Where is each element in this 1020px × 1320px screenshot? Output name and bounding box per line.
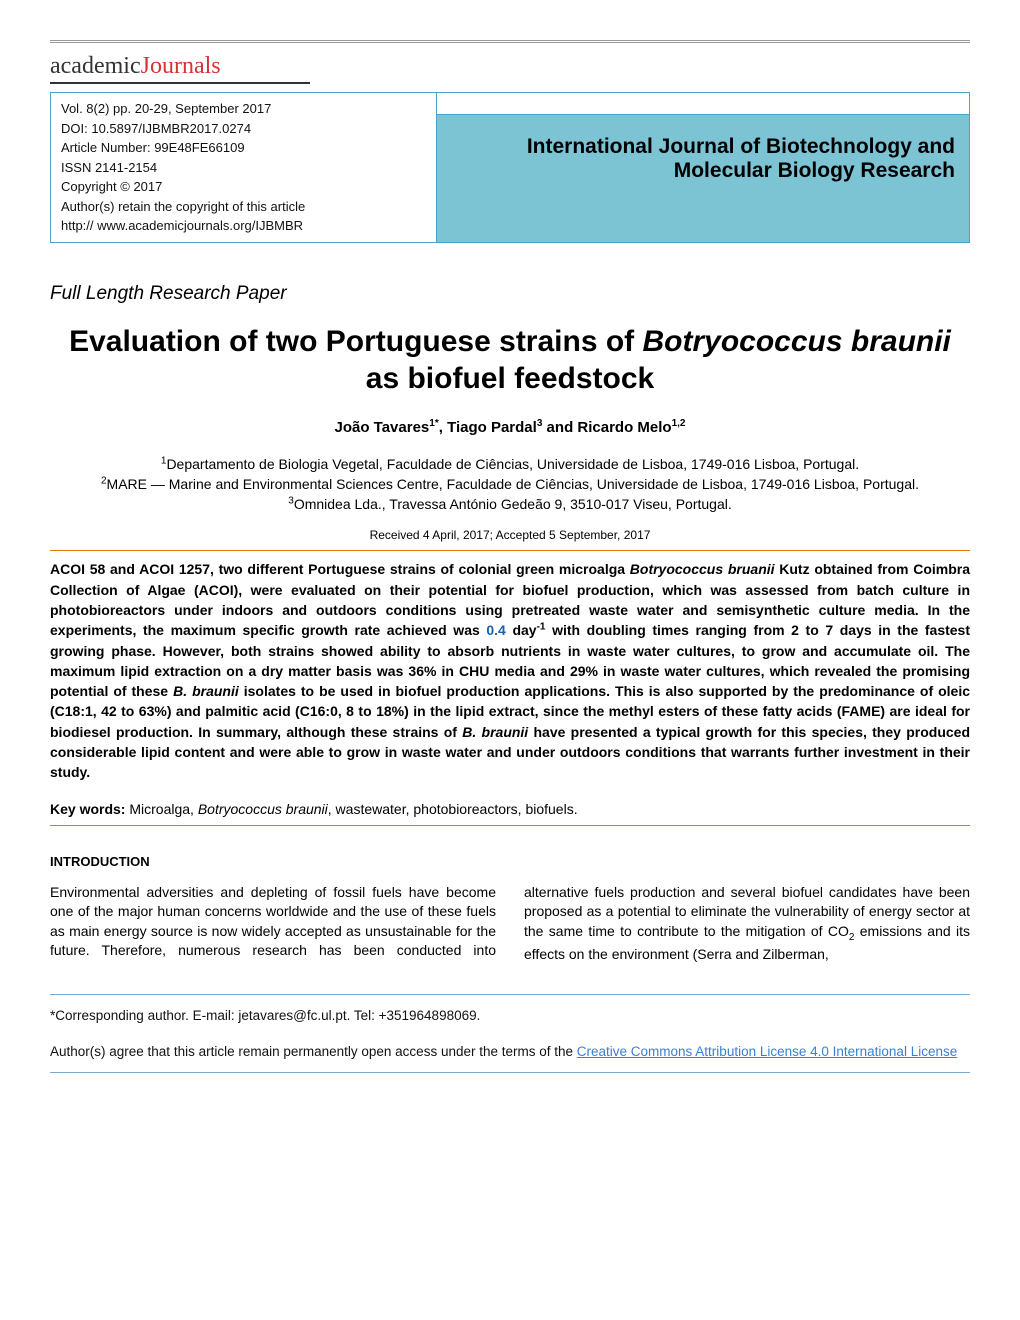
- keywords-label: Key words:: [50, 801, 125, 817]
- footer-box: *Corresponding author. E-mail: jetavares…: [50, 994, 970, 1073]
- abstract: ACOI 58 and ACOI 1257, two different Por…: [50, 559, 970, 782]
- affiliation-3: Omnidea Lda., Travessa António Gedeão 9,…: [294, 496, 732, 512]
- author-1: João Tavares: [334, 419, 429, 436]
- top-rules: [50, 40, 970, 43]
- corresponding-text: Corresponding author. E-mail: jetavares@…: [55, 1008, 480, 1023]
- title-pre: Evaluation of two Portuguese strains of: [69, 325, 642, 358]
- affiliation-1: Departamento de Biologia Vegetal, Faculd…: [166, 456, 859, 472]
- title-post: as biofuel feedstock: [366, 362, 654, 395]
- logo-part2: Journals: [141, 53, 221, 79]
- meta-doi: DOI: 10.5897/IJBMBR2017.0274: [61, 119, 426, 139]
- meta-article-number: Article Number: 99E48FE66109: [61, 138, 426, 158]
- title-species: Botryococcus braunii: [643, 325, 951, 358]
- meta-vol: Vol. 8(2) pp. 20-29, September 2017: [61, 99, 426, 119]
- license-statement: Author(s) agree that this article remain…: [50, 1041, 970, 1063]
- dates: Received 4 April, 2017; Accepted 5 Septe…: [50, 528, 970, 542]
- license-link[interactable]: Creative Commons Attribution License 4.0…: [577, 1044, 957, 1059]
- meta-copyright: Copyright © 2017: [61, 177, 426, 197]
- meta-url: http:// www.academicjournals.org/IJBMBR: [61, 216, 426, 236]
- author-3: Ricardo Melo: [577, 419, 671, 436]
- paper-type: Full Length Research Paper: [50, 283, 970, 305]
- logo-underline: [50, 82, 310, 84]
- journal-name-line1: International Journal of Biotechnology a…: [451, 135, 955, 159]
- logo: academicJournals: [50, 53, 970, 84]
- introduction-heading: INTRODUCTION: [50, 854, 970, 869]
- abstract-highlight: 0.4: [486, 622, 505, 638]
- paper-title: Evaluation of two Portuguese strains of …: [50, 323, 970, 398]
- keywords: Key words: Microalga, Botryococcus braun…: [50, 801, 970, 817]
- author-2: Tiago Pardal: [447, 419, 537, 436]
- meta-issn: ISSN 2141-2154: [61, 158, 426, 178]
- header-table: Vol. 8(2) pp. 20-29, September 2017 DOI:…: [50, 92, 970, 243]
- meta-rights: Author(s) retain the copyright of this a…: [61, 197, 426, 217]
- affiliation-2: MARE — Marine and Environmental Sciences…: [107, 476, 919, 492]
- introduction-body: Environmental adversities and depleting …: [50, 883, 970, 965]
- affiliations: 1Departamento de Biologia Vegetal, Facul…: [50, 454, 970, 515]
- rule-top: [50, 550, 970, 551]
- authors: João Tavares1*, Tiago Pardal3 and Ricard…: [50, 418, 970, 436]
- author-1-sup: 1*: [429, 418, 438, 429]
- rule-bottom: [50, 825, 970, 826]
- journal-name-line2: Molecular Biology Research: [451, 159, 955, 183]
- author-3-sup: 1,2: [672, 418, 686, 429]
- logo-part1: academic: [50, 53, 141, 79]
